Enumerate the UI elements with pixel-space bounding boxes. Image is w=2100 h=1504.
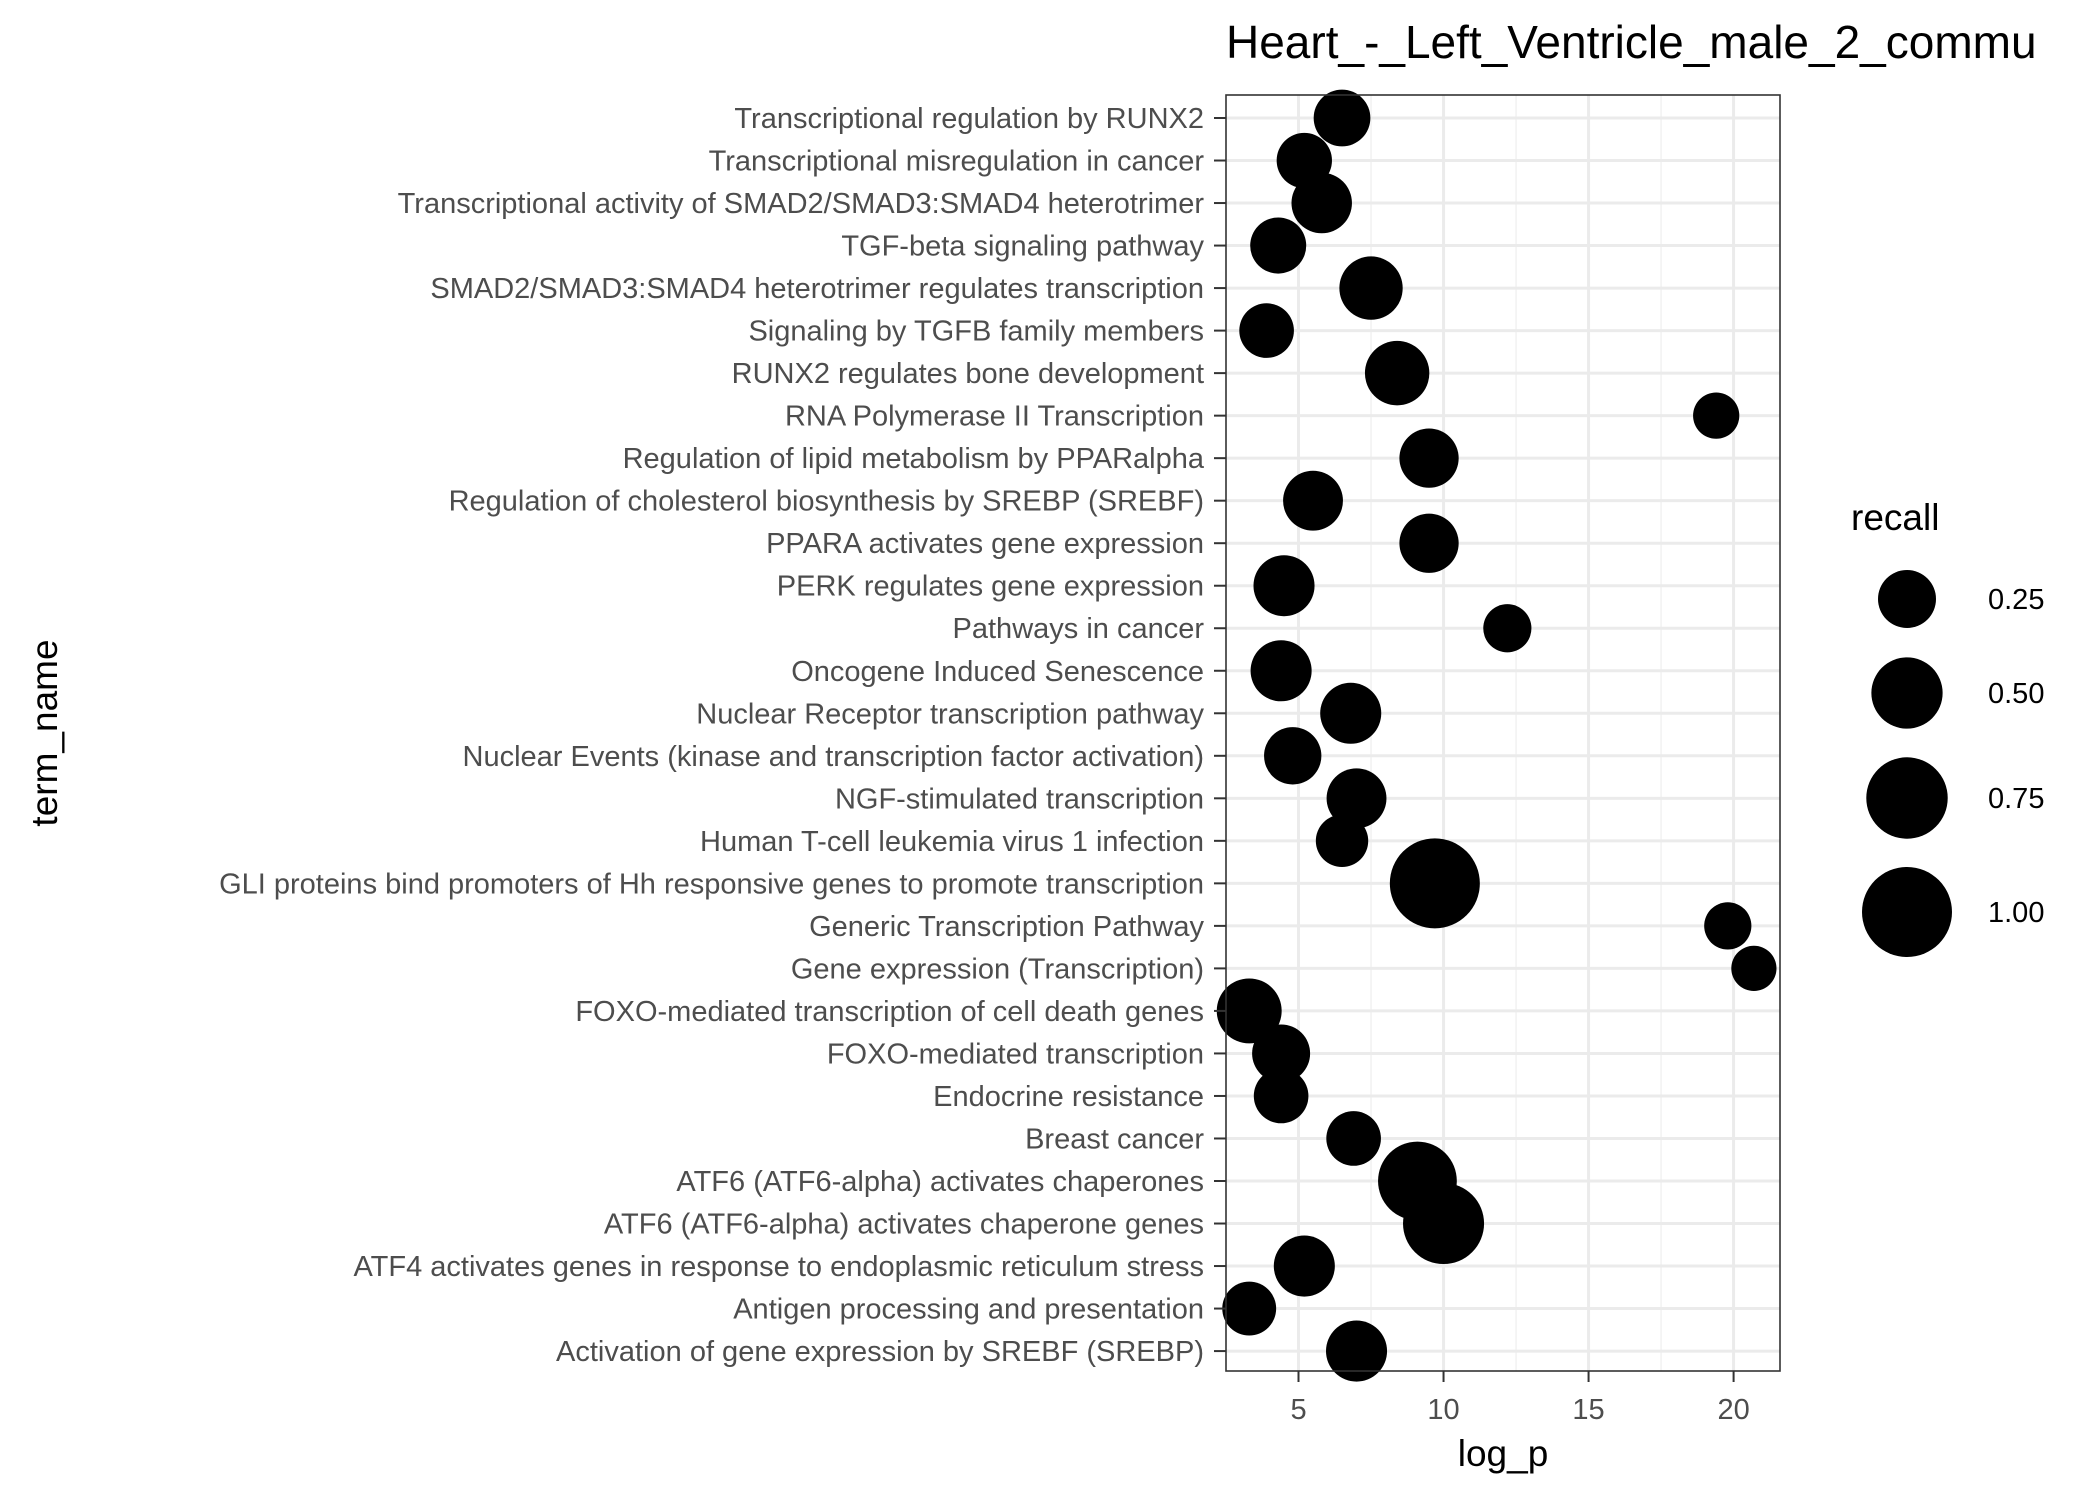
data-point [1264, 727, 1322, 785]
y-tick-label: Regulation of lipid metabolism by PPARal… [623, 443, 1205, 475]
y-tick-label: GLI proteins bind promoters of Hh respon… [219, 868, 1204, 900]
legend-label: 0.75 [1988, 783, 2044, 815]
y-tick-label: ATF6 (ATF6-alpha) activates chaperone ge… [604, 1209, 1204, 1241]
data-point [1731, 945, 1777, 992]
x-axis-ticks: 5 10 15 20 [1290, 1371, 1750, 1426]
data-point [1250, 640, 1312, 702]
y-tick-label: Oncogene Induced Senescence [791, 656, 1204, 688]
y-tick-label: Breast cancer [1025, 1123, 1204, 1155]
data-point [1313, 89, 1371, 147]
x-tick-label: 10 [1427, 1394, 1459, 1426]
y-tick-label: FOXO-mediated transcription of cell deat… [575, 996, 1204, 1028]
x-tick-label: 5 [1290, 1394, 1306, 1426]
y-tick-label: Nuclear Receptor transcription pathway [696, 698, 1204, 730]
y-tick-label: ATF6 (ATF6-alpha) activates chaperones [676, 1166, 1204, 1198]
data-point [1325, 1320, 1388, 1382]
data-point [1339, 256, 1403, 320]
y-tick-label: RUNX2 regulates bone development [732, 358, 1204, 390]
y-tick-label: Human T-cell leukemia virus 1 infection [700, 826, 1204, 858]
y-axis-labels: Transcriptional regulation by RUNX2 Trans… [219, 103, 1205, 1368]
data-point [1252, 1024, 1311, 1083]
y-tick-label: Nuclear Events (kinase and transcription… [463, 741, 1204, 773]
y-tick-label: Generic Transcription Pathway [809, 911, 1204, 943]
y-tick-label: Transcriptional activity of SMAD2/SMAD3:… [398, 188, 1205, 220]
data-point [1389, 838, 1480, 929]
y-tick-label: PERK regulates gene expression [777, 571, 1204, 603]
legend-key-circle [1866, 757, 1948, 839]
data-point [1693, 392, 1740, 439]
y-axis-ticks [1214, 117, 1226, 1353]
data-point [1253, 1068, 1309, 1124]
legend-key-circle [1878, 570, 1936, 628]
y-tick-label: Activation of gene expression by SREBF (… [556, 1336, 1204, 1368]
x-tick-label: 15 [1572, 1394, 1604, 1426]
plot-panel-background [1226, 95, 1780, 1371]
data-point [1222, 1281, 1277, 1336]
data-point [1283, 470, 1343, 531]
y-axis-title: term_name [24, 639, 65, 826]
data-point [1483, 604, 1532, 653]
legend-title: recall [1851, 497, 1939, 538]
y-tick-label: Transcriptional misregulation in cancer [709, 146, 1205, 178]
data-point [1250, 217, 1307, 274]
x-axis-title: log_p [1458, 1433, 1549, 1474]
x-tick-label: 20 [1717, 1394, 1749, 1426]
data-point [1320, 682, 1382, 744]
legend-label: 0.25 [1988, 584, 2044, 616]
y-tick-label: Signaling by TGFB family members [748, 316, 1204, 348]
data-point [1403, 1182, 1485, 1265]
y-tick-label: Transcriptional regulation by RUNX2 [734, 103, 1204, 135]
legend-key-circle [1862, 867, 1952, 957]
legend-label: 0.50 [1988, 678, 2044, 710]
size-legend: recall 0.25 0.50 0.75 1.00 [1851, 497, 2044, 957]
legend-label: 1.00 [1988, 897, 2044, 929]
data-point [1326, 1111, 1381, 1166]
data-point [1315, 814, 1369, 868]
y-tick-label: NGF-stimulated transcription [835, 783, 1204, 815]
y-tick-label: ATF4 activates genes in response to endo… [353, 1251, 1204, 1283]
y-tick-label: TGF-beta signaling pathway [841, 231, 1204, 263]
y-tick-label: Pathways in cancer [953, 613, 1205, 645]
data-point [1291, 172, 1352, 234]
data-point [1364, 340, 1430, 406]
data-point [1704, 902, 1752, 950]
data-points [1216, 89, 1777, 1382]
data-point [1326, 768, 1387, 829]
data-point [1216, 978, 1282, 1044]
plot-panel-border [1225, 94, 1781, 1372]
data-point [1273, 1235, 1335, 1297]
y-tick-label: Gene expression (Transcription) [791, 953, 1204, 985]
y-tick-label: Antigen processing and presentation [733, 1294, 1204, 1326]
y-tick-label: SMAD2/SMAD3:SMAD4 heterotrimer regulates… [430, 273, 1204, 305]
data-point [1399, 513, 1459, 573]
legend-key-circle [1871, 657, 1943, 729]
y-tick-label: FOXO-mediated transcription [827, 1038, 1204, 1070]
chart-title: Heart_-_Left_Ventricle_male_2_commu [1226, 16, 2037, 68]
data-point [1253, 555, 1315, 617]
y-tick-label: Endocrine resistance [933, 1081, 1204, 1113]
y-tick-label: RNA Polymerase II Transcription [785, 401, 1204, 433]
data-point [1239, 303, 1294, 358]
y-tick-label: PPARA activates gene expression [766, 528, 1204, 560]
data-point [1399, 428, 1459, 488]
y-tick-label: Regulation of cholesterol biosynthesis b… [449, 486, 1204, 518]
